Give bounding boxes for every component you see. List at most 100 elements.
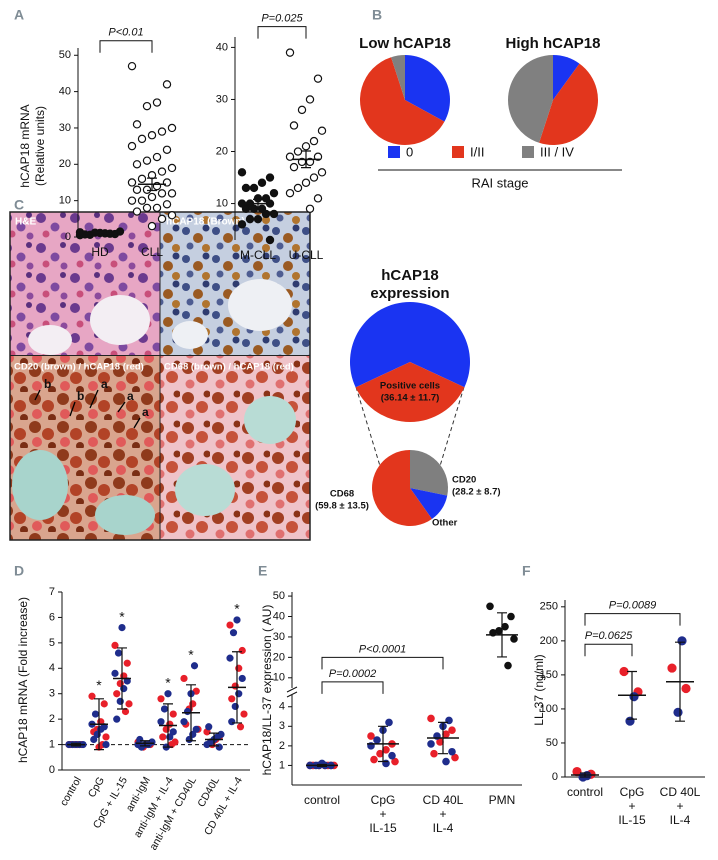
data-point bbox=[451, 753, 459, 762]
significance-star: * bbox=[165, 674, 171, 690]
data-point bbox=[132, 160, 142, 169]
y-tick-label: 40 bbox=[216, 41, 228, 53]
data-point bbox=[180, 674, 188, 683]
data-point bbox=[75, 228, 85, 237]
data-point bbox=[157, 167, 167, 176]
data-point bbox=[111, 641, 119, 650]
data-point bbox=[162, 80, 172, 89]
data-point bbox=[442, 757, 450, 766]
legend-title: RAI stage bbox=[471, 175, 528, 190]
data-point bbox=[152, 203, 162, 213]
data-point bbox=[245, 214, 255, 224]
data-point bbox=[629, 692, 639, 702]
data-point bbox=[203, 740, 211, 749]
data-point bbox=[373, 736, 381, 744]
data-point bbox=[123, 659, 131, 667]
data-point bbox=[147, 221, 157, 231]
data-point bbox=[265, 235, 275, 245]
error-bar bbox=[253, 198, 263, 209]
error-bar bbox=[186, 684, 196, 742]
y-tick-label: 100 bbox=[540, 703, 558, 715]
data-point bbox=[215, 743, 223, 751]
data-point bbox=[127, 178, 137, 187]
data-point bbox=[90, 735, 98, 744]
data-point bbox=[132, 120, 142, 129]
arrow bbox=[89, 389, 99, 409]
data-point bbox=[228, 718, 236, 726]
data-point bbox=[132, 207, 142, 216]
data-point bbox=[228, 695, 236, 703]
data-point bbox=[180, 718, 188, 726]
data-point bbox=[152, 152, 162, 162]
legend-label: III / IV bbox=[540, 144, 574, 159]
x-tick-label: CpG bbox=[86, 775, 107, 800]
pie-slice bbox=[391, 55, 405, 100]
y-tick-label: 30 bbox=[216, 93, 228, 105]
data-point bbox=[237, 168, 247, 177]
pie-slice bbox=[355, 362, 465, 423]
error-bar bbox=[140, 740, 150, 747]
legend-swatch bbox=[452, 146, 464, 158]
fat-space bbox=[172, 321, 208, 349]
data-point bbox=[167, 189, 177, 198]
pie-slice bbox=[410, 450, 448, 496]
y-axis-label: (Relative units) bbox=[33, 106, 47, 186]
pie-slice bbox=[372, 450, 432, 526]
data-point bbox=[285, 152, 295, 161]
data-point bbox=[134, 740, 142, 749]
data-point bbox=[391, 757, 399, 766]
chart-title: expression bbox=[370, 285, 449, 302]
fat-space bbox=[95, 495, 155, 535]
data-point bbox=[309, 173, 319, 182]
y-tick-label: 3 bbox=[49, 688, 55, 700]
pie-slice bbox=[349, 302, 471, 388]
error-bar bbox=[497, 612, 507, 658]
data-point bbox=[240, 710, 248, 718]
data-point bbox=[192, 725, 200, 733]
error-bar bbox=[317, 763, 327, 768]
data-point bbox=[167, 163, 177, 173]
micrograph-label: CD20 (brown) / hCAP18 (red) bbox=[14, 362, 144, 373]
data-point bbox=[164, 690, 172, 698]
x-tick-label: HD bbox=[91, 245, 109, 259]
y-tick-label: 0 bbox=[552, 771, 558, 783]
data-point bbox=[448, 726, 456, 735]
data-point bbox=[504, 661, 512, 670]
data-point bbox=[305, 95, 315, 104]
y-tick-label: 10 bbox=[59, 195, 71, 207]
p-value: P<0.01 bbox=[108, 27, 143, 39]
data-point bbox=[236, 723, 245, 731]
chart-title: hCAP18 bbox=[381, 267, 439, 284]
y-tick-label: 6 bbox=[49, 611, 55, 623]
data-point bbox=[667, 663, 677, 673]
data-point bbox=[205, 723, 213, 731]
data-point bbox=[238, 646, 246, 655]
slice-value-label: (36.14 ± 11.7) bbox=[381, 393, 440, 404]
legend-label: I/II bbox=[470, 144, 484, 159]
axis-break bbox=[286, 691, 298, 698]
data-point bbox=[430, 749, 438, 758]
data-point bbox=[681, 683, 691, 694]
data-point bbox=[367, 732, 375, 740]
error-bar bbox=[580, 772, 590, 778]
pie-slice bbox=[360, 57, 445, 145]
data-point bbox=[317, 126, 327, 135]
data-point bbox=[289, 121, 299, 130]
y-tick-label: 2 bbox=[279, 740, 285, 752]
y-tick-label: 40 bbox=[273, 610, 285, 622]
data-point bbox=[91, 710, 100, 718]
slice-label: CD68 bbox=[330, 489, 354, 500]
data-point bbox=[127, 141, 137, 151]
annotation: a bbox=[142, 405, 149, 419]
y-tick-label: 50 bbox=[546, 737, 558, 749]
y-tick-label: 10 bbox=[273, 672, 285, 684]
p-value: P=0.0089 bbox=[609, 600, 656, 612]
data-point bbox=[147, 192, 157, 202]
legend-label: 0 bbox=[406, 144, 413, 159]
x-tick-label: CpG bbox=[620, 785, 645, 799]
data-point bbox=[157, 127, 167, 136]
error-bar bbox=[71, 742, 81, 747]
x-tick-label: + bbox=[676, 799, 683, 813]
fat-space bbox=[90, 295, 150, 345]
